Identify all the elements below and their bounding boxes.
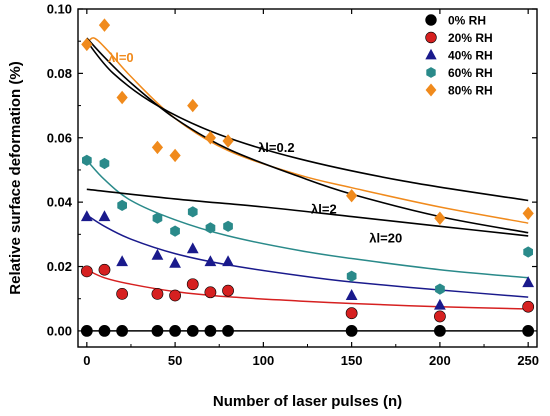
data-point-s4-3: [151, 140, 164, 155]
data-point-s2-2: [116, 255, 129, 267]
data-point-s1-9: [434, 310, 446, 323]
data-point-s2-6: [204, 255, 217, 267]
data-point-s3-0: [82, 154, 92, 166]
legend-label-1: 20% RH: [448, 31, 493, 45]
legend-label-2: 40% RH: [448, 49, 493, 63]
y-tick-label: 0.04: [47, 195, 73, 210]
x-tick-label: 250: [517, 353, 539, 368]
model-curve-1: [86, 40, 529, 202]
data-point-s0-8: [345, 325, 358, 337]
model-curve-0: [86, 37, 529, 234]
data-point-s1-0: [80, 265, 93, 278]
fit-curve-4: [86, 37, 529, 224]
legend-marker-0: [425, 14, 437, 26]
data-point-s2-8: [345, 289, 358, 300]
legend: 0% RH 20% RH 40% RH 60% RH 80% RH: [425, 14, 493, 98]
data-point-s4-2: [116, 90, 128, 105]
data-point-s0-6: [204, 325, 217, 337]
annotation-2: λl=2: [311, 201, 337, 216]
data-point-s4-0: [81, 37, 93, 52]
data-point-s0-9: [434, 325, 446, 337]
data-point-s4-1: [98, 18, 111, 32]
legend-marker-3: [426, 67, 436, 78]
x-tick-label: 50: [168, 353, 182, 368]
data-point-s3-3: [152, 212, 163, 224]
y-tick-label: 0.08: [47, 66, 72, 81]
data-point-s2-4: [169, 256, 181, 268]
fit-curve-1: [86, 269, 529, 310]
y-tick-label: 0.00: [47, 323, 72, 338]
legend-label-3: 60% RH: [448, 66, 493, 80]
data-point-s1-4: [169, 289, 181, 302]
model-curves: [86, 37, 529, 237]
data-point-s3-2: [117, 199, 127, 211]
annotation-3: λl=20: [369, 230, 402, 245]
legend-marker-4: [425, 83, 437, 97]
data-point-s2-9: [434, 298, 446, 310]
x-tick-label: 100: [253, 353, 275, 368]
legend-marker-2: [425, 48, 437, 60]
data-point-s0-1: [98, 325, 111, 337]
data-point-s3-10: [523, 246, 533, 258]
x-axis-label: Number of laser pulses (n): [213, 393, 402, 410]
y-axis-label: Relative surface deformation (%): [7, 61, 24, 294]
data-point-s4-8: [346, 188, 358, 203]
legend-label-4: 80% RH: [448, 84, 493, 98]
data-point-s0-5: [186, 325, 199, 337]
y-tick-label: 0.06: [47, 130, 72, 145]
legend-label-0: 0% RH: [448, 14, 486, 28]
y-tick-label: 0.10: [47, 2, 72, 17]
data-point-s4-5: [187, 98, 199, 113]
curve-annotations: λl=0 λl=0.2 λl=2 λl=20: [108, 50, 402, 245]
fit-curve-3: [86, 159, 529, 279]
legend-marker-1: [425, 31, 437, 44]
data-point-s4-7: [222, 134, 234, 148]
data-point-s1-3: [151, 287, 164, 300]
data-point-s1-2: [116, 287, 129, 300]
data-point-s4-9: [434, 211, 446, 225]
y-tick-label: 0.02: [47, 259, 72, 274]
data-point-s3-5: [187, 206, 198, 218]
data-point-s4-6: [204, 131, 217, 145]
axis-ticks: 0 50 100 150 200 250 0.00 0.02 0.04 0.06 0.08 0.10: [47, 2, 539, 369]
data-point-s3-6: [205, 222, 216, 234]
data-point-s0-3: [151, 325, 164, 337]
data-point-s1-10: [522, 300, 535, 313]
data-point-s2-5: [186, 242, 199, 254]
data-point-s1-6: [204, 286, 217, 299]
annotation-0: λl=0: [108, 50, 134, 65]
data-point-s4-10: [522, 206, 534, 221]
data-point-s2-10: [522, 276, 535, 288]
data-markers: [80, 18, 535, 337]
data-point-s3-4: [170, 225, 180, 237]
data-point-s1-1: [98, 263, 111, 276]
data-point-s2-3: [151, 248, 164, 260]
model-curve-2: [86, 188, 529, 237]
data-point-s1-5: [186, 278, 199, 291]
data-point-s3-7: [223, 220, 233, 232]
data-point-s3-9: [435, 283, 445, 295]
data-point-s1-7: [222, 284, 234, 297]
data-point-s0-7: [222, 325, 234, 337]
data-point-s3-1: [99, 157, 110, 170]
annotation-1: λl=0.2: [258, 140, 295, 155]
data-point-s2-0: [80, 210, 93, 222]
fit-curves: [86, 37, 529, 332]
data-point-s3-8: [346, 270, 357, 282]
x-tick-label: 0: [83, 353, 90, 368]
data-point-s1-8: [345, 307, 358, 320]
x-tick-label: 150: [341, 353, 363, 368]
data-point-s4-4: [169, 148, 181, 163]
data-point-s2-7: [222, 255, 234, 267]
data-point-s0-4: [169, 325, 181, 337]
data-point-s0-2: [116, 325, 129, 337]
fit-curve-2: [86, 214, 529, 298]
x-tick-label: 200: [429, 353, 451, 368]
data-point-s2-1: [98, 210, 111, 222]
